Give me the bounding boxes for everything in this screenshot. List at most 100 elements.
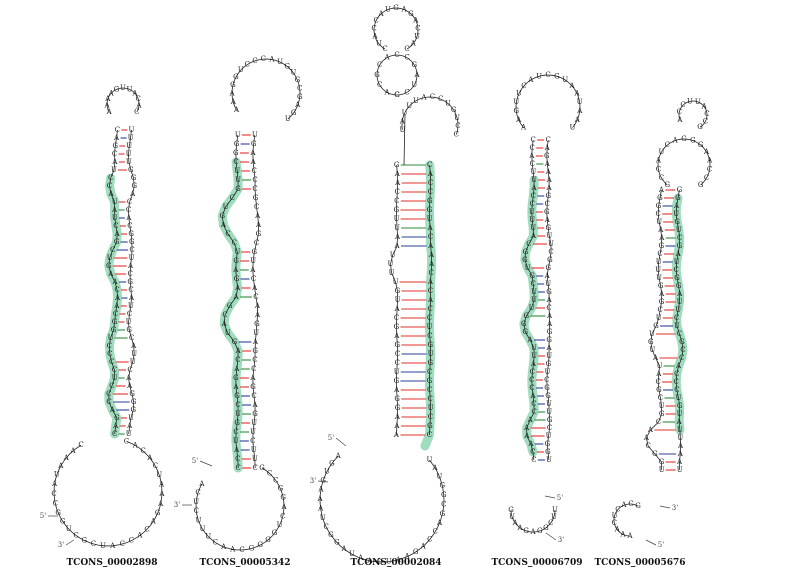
nucleotide: C — [433, 528, 438, 536]
nucleotide: A — [657, 226, 664, 234]
nucleotide: C — [628, 500, 633, 508]
strand-3prime — [546, 139, 552, 461]
nucleotide: G — [523, 328, 529, 336]
nucleotide: C — [674, 266, 679, 274]
nucleotide: C — [195, 489, 200, 497]
nucleotide: U — [657, 362, 663, 370]
nucleotide: G — [523, 312, 529, 320]
nucleotide: A — [128, 294, 135, 302]
nucleotide: C — [141, 447, 146, 455]
nucleotide: U — [394, 368, 400, 376]
nucleotide: U — [193, 498, 199, 506]
nucleotide: C — [530, 280, 535, 288]
nucleotide: U — [675, 394, 681, 402]
nucleotide: U — [655, 266, 661, 274]
nucleotide: G — [440, 510, 446, 518]
nucleotide: C — [107, 342, 112, 350]
nucleotide: U — [677, 298, 683, 306]
nucleotide: U — [199, 525, 205, 533]
nucleotide: U — [235, 410, 241, 418]
nucleotide: G — [265, 536, 271, 544]
nucleotide: G — [232, 338, 238, 346]
nucleotide: G — [677, 402, 683, 410]
nucleotide: G — [227, 302, 233, 310]
nucleotide: C — [280, 512, 285, 520]
nucleotide: A — [158, 490, 165, 498]
nucleotide: U — [402, 109, 408, 117]
nucleotide: G — [114, 414, 120, 422]
nucleotide: U — [285, 115, 291, 123]
nucleotide: A — [658, 234, 665, 242]
nucleotide: G — [233, 374, 239, 382]
nucleotide: C — [703, 117, 708, 125]
nucleotide: C — [233, 158, 238, 166]
nucleotide: A — [230, 98, 237, 106]
nucleotide: C — [531, 136, 536, 144]
nucleotide: G — [544, 208, 550, 216]
nucleotide: C — [225, 230, 230, 238]
strand-3prime — [128, 129, 135, 435]
nucleotide: G — [252, 410, 258, 418]
nucleotide: C — [521, 82, 526, 90]
nucleotide: G — [320, 476, 326, 484]
nucleotide: G — [659, 242, 665, 250]
nucleotide: A — [544, 216, 551, 224]
nucleotide: U — [411, 81, 417, 89]
nucleotide: U — [128, 126, 134, 134]
nucleotide: C — [428, 413, 433, 421]
nucleotide: A — [706, 156, 713, 164]
nucleotide: A — [412, 16, 419, 24]
nucleotide: A — [527, 440, 534, 448]
nucleotide: A — [520, 124, 527, 132]
nucleotide: A — [106, 108, 113, 116]
nucleotide: C — [235, 455, 240, 463]
nucleotide: G — [131, 398, 137, 406]
end-tick — [199, 460, 213, 467]
nucleotide: A — [394, 413, 401, 421]
nucleotide: G — [234, 140, 240, 148]
nucleotide: G — [394, 323, 400, 331]
nucleotide: C — [677, 108, 682, 116]
nucleotide: C — [230, 194, 235, 202]
nucleotide: G — [547, 416, 553, 424]
nucleotide: G — [252, 347, 258, 355]
nucleotide: C — [235, 401, 240, 409]
nucleotide: G — [252, 248, 258, 256]
nucleotide: A — [113, 302, 120, 310]
nucleotide: U — [130, 358, 136, 366]
nucleotide: U — [54, 471, 60, 479]
nucleotide: U — [687, 97, 693, 105]
nucleotide: A — [107, 190, 114, 198]
nucleotide: U — [445, 100, 451, 108]
nucleotide: U — [238, 66, 244, 74]
nucleotide: C — [136, 95, 141, 103]
nucleotide: C — [222, 311, 227, 319]
nucleotide: A — [254, 311, 261, 319]
nucleotide: G — [131, 174, 137, 182]
nucleotide: A — [252, 338, 259, 346]
nucleotide: A — [132, 441, 139, 449]
nucleotide: U — [399, 126, 405, 134]
nucleotide: C — [115, 126, 120, 134]
nucleotide: A — [529, 528, 536, 536]
nucleotide: U — [406, 102, 412, 110]
nucleotide: U — [548, 240, 554, 248]
nucleotide: C — [677, 234, 682, 242]
nucleotide: G — [656, 386, 662, 394]
nucleotide: A — [395, 556, 402, 564]
nucleotide: G — [427, 197, 433, 205]
nucleotide: G — [635, 502, 641, 510]
nucleotide: U — [531, 296, 537, 304]
nucleotide: C — [213, 538, 218, 546]
nucleotide: G — [676, 282, 682, 290]
nucleotide: A — [432, 464, 439, 472]
nucleotide: G — [664, 181, 670, 189]
nucleotide: C — [679, 354, 684, 362]
nucleotide: U — [395, 296, 401, 304]
nucleotide: A — [383, 88, 390, 96]
nucleotide: U — [546, 432, 552, 440]
nucleotide: C — [546, 136, 551, 144]
nucleotide: U — [233, 437, 239, 445]
nucleotide: U — [659, 402, 665, 410]
hairpin-loop — [319, 455, 445, 563]
